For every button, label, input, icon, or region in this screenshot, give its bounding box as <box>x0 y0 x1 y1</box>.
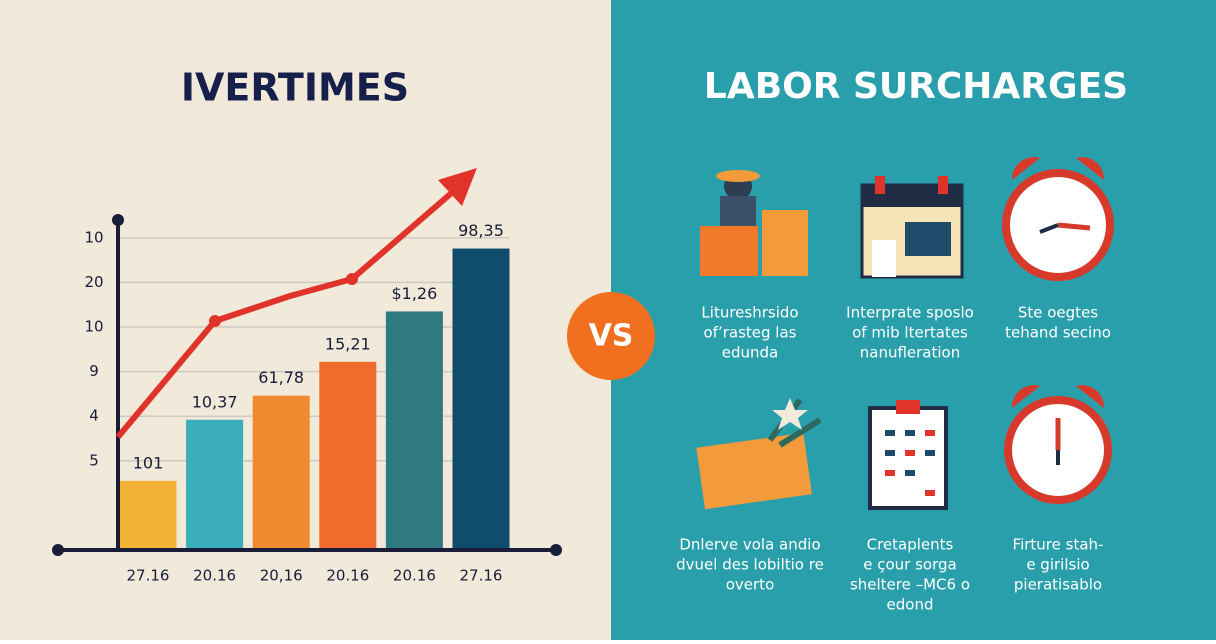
bar <box>319 361 377 550</box>
caption-line: of mib ltertates <box>852 324 968 342</box>
axis-dot <box>52 544 64 556</box>
axis-dot <box>112 214 124 226</box>
bar-label: 61,78 <box>258 368 304 387</box>
icon-clock <box>1002 157 1114 281</box>
x-tick-label: 20.16 <box>193 567 236 585</box>
vs-badge <box>567 292 655 380</box>
vs-text: VS <box>589 319 634 354</box>
y-tick-label: 4 <box>89 407 99 425</box>
chart-title: IVERTIMES <box>181 66 409 110</box>
caption-line: tehand secino <box>1005 324 1111 342</box>
caption-line: Cretaplents <box>867 536 954 554</box>
bar-label: 10,37 <box>192 392 238 411</box>
caption-line: edunda <box>722 344 778 362</box>
bar <box>186 419 244 550</box>
icon-worker <box>700 170 808 276</box>
bar <box>119 480 177 550</box>
bar <box>385 311 443 550</box>
caption-line: pieratisablo <box>1014 576 1102 594</box>
caption-line: of’rasteg las <box>704 324 797 342</box>
axis-dot <box>550 544 562 556</box>
trend-arrow <box>115 168 477 439</box>
caption-line: e girilsio <box>1026 556 1089 574</box>
caption-line: sheltere –MC6 o <box>850 576 970 594</box>
bar <box>252 395 310 550</box>
x-tick-label: 20.16 <box>393 567 436 585</box>
captions: Litureshrsido of’rasteg las edunda Interpra… <box>676 304 1111 614</box>
y-tick-label: 20 <box>84 273 103 291</box>
right-title: LABOR SURCHARGES <box>704 66 1128 107</box>
caption-line: overto <box>726 576 775 594</box>
caption-line: Ste oegtes <box>1018 304 1098 322</box>
caption-line: Dnlerve vola andio <box>679 536 820 554</box>
caption-line: dvuel des lobiltio re <box>676 556 824 574</box>
y-tick-label: 5 <box>89 451 99 469</box>
caption-line: Litureshrsido <box>701 304 798 322</box>
caption-line: edond <box>887 596 934 614</box>
x-tick-label: 20.16 <box>326 567 369 585</box>
caption-line: Firture stah- <box>1013 536 1104 554</box>
icon-boxes <box>696 398 822 510</box>
caption-line: e çour sorga <box>863 556 956 574</box>
icon-clock <box>1004 385 1112 504</box>
chart: 5 4 9 10 20 10 27.16 101 20.16 10,37 20,16 61,78 20.… <box>84 221 510 585</box>
x-tick-label: 27.16 <box>460 567 503 585</box>
caption-line: Interprate sposlo <box>846 304 974 322</box>
bar-label: 15,21 <box>325 334 371 353</box>
y-tick-label: 9 <box>89 362 99 380</box>
icon-checklist <box>868 400 948 510</box>
bar-label: $1,26 <box>391 284 437 303</box>
x-tick-label: 27.16 <box>127 567 170 585</box>
right-panel <box>611 0 1216 640</box>
x-tick-label: 20,16 <box>260 567 303 585</box>
bar-label: 101 <box>133 453 164 472</box>
bar <box>452 248 510 551</box>
y-tick-label: 10 <box>84 228 103 246</box>
bar-label: 98,35 <box>458 221 504 240</box>
caption-line: nanufleration <box>860 344 960 362</box>
y-tick-label: 10 <box>84 318 103 336</box>
icon-calendar <box>860 176 964 279</box>
